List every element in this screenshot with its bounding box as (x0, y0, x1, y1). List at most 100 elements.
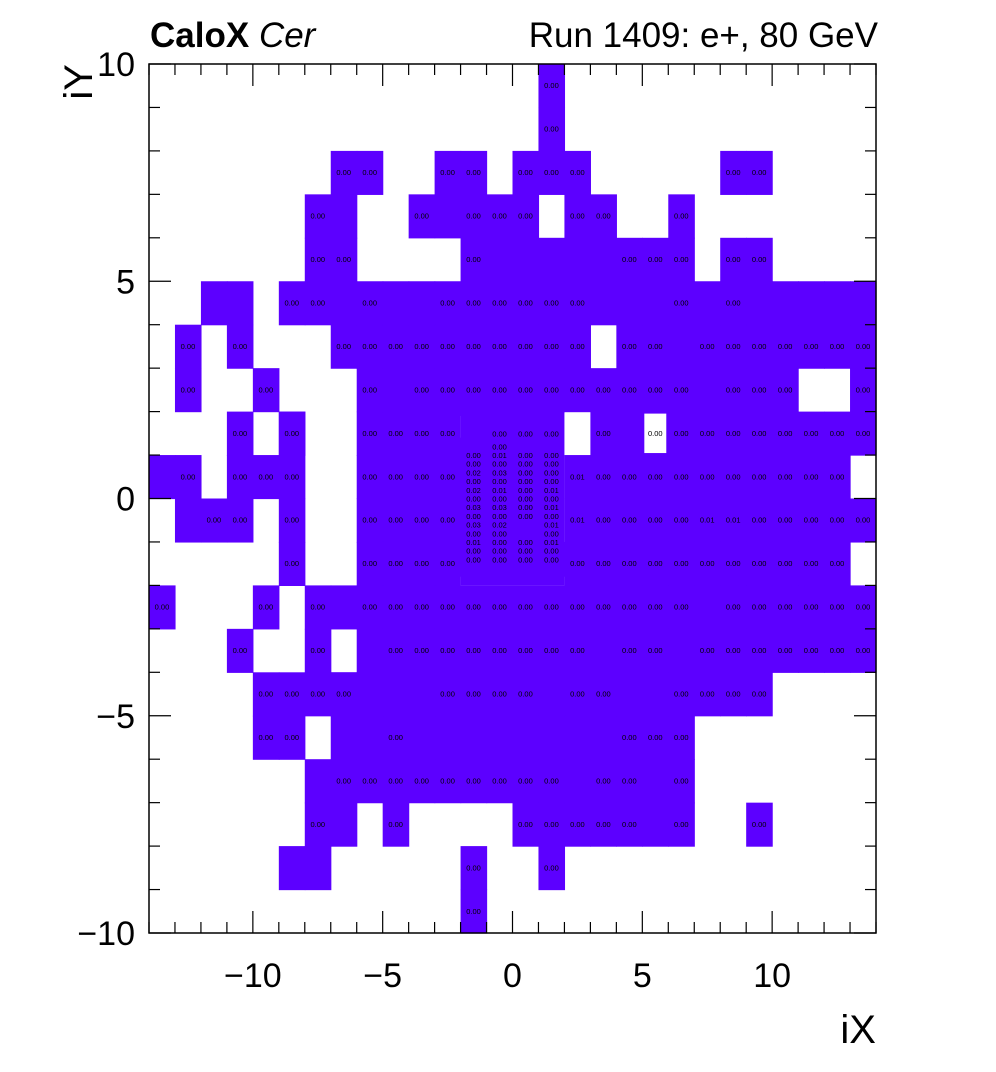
heatmap-cell (408, 715, 436, 760)
cell-label: 0.00 (648, 603, 663, 612)
cell-label: 0.00 (804, 429, 819, 438)
heatmap-cell (408, 541, 436, 586)
cell-label: 0.00 (752, 342, 767, 351)
cell-label: 0.00 (518, 298, 533, 307)
heatmap-cell (330, 802, 358, 847)
heatmap-cell (668, 715, 695, 760)
heatmap-cell (382, 498, 410, 543)
core-cell-label: 0.00 (518, 477, 533, 486)
heatmap-cell (538, 281, 566, 326)
cell-label: 0.00 (622, 255, 637, 264)
cell-label: 0.00 (388, 820, 403, 829)
cell-label: 0.00 (570, 690, 585, 699)
heatmap-cell (512, 194, 540, 239)
cell-label: 0.00 (570, 298, 585, 307)
heatmap-cell (746, 324, 773, 369)
heatmap-cell (772, 411, 799, 456)
heatmap-cell (694, 628, 721, 673)
heatmap-cell (408, 455, 436, 500)
core-cell-label: 0.00 (466, 477, 481, 486)
core-cell-label: 0.00 (518, 451, 533, 460)
cell-label: 0.00 (310, 298, 325, 307)
cell-label: 0.00 (259, 472, 274, 481)
cell-label: 0.00 (544, 820, 559, 829)
heatmap-cell (772, 628, 799, 673)
heatmap-cell (512, 759, 540, 804)
heatmap-cell (278, 498, 306, 543)
heatmap-cell (434, 368, 462, 413)
cell-label: 0.00 (440, 342, 455, 351)
heatmap-cell (720, 455, 747, 500)
heatmap-cell (746, 281, 773, 326)
cell-label: 0.00 (570, 212, 585, 221)
heatmap-cell (538, 802, 566, 847)
heatmap-cell (356, 150, 384, 195)
core-cell-label: 0.02 (492, 521, 507, 530)
cell-label: 0.00 (752, 646, 767, 655)
heatmap-cell (824, 411, 851, 456)
cell-label: 0.00 (362, 342, 377, 351)
heatmap-cell (278, 846, 306, 891)
heatmap-cell (304, 628, 332, 673)
cell-label: 0.00 (544, 298, 559, 307)
cell-label: 0.00 (804, 603, 819, 612)
cell-label: 0.00 (596, 516, 611, 525)
cell-label: 0.00 (466, 863, 481, 872)
cell-label: 0.00 (440, 776, 455, 785)
heatmap-cell (486, 368, 514, 413)
heatmap-cell (642, 455, 669, 500)
heatmap-cell (720, 541, 747, 586)
heatmap-cell (720, 324, 747, 369)
core-region (460, 411, 565, 586)
cell-label: 0.00 (544, 168, 559, 177)
core-cell-label: 0.00 (518, 468, 533, 477)
heatmap-cell (252, 368, 280, 413)
cell-label: 0.00 (648, 342, 663, 351)
heatmap-cell (824, 585, 851, 630)
heatmap-cell (642, 715, 669, 760)
heatmap-cell (590, 455, 617, 500)
cell-label: 0.00 (726, 646, 741, 655)
heatmap-cell (564, 541, 591, 586)
heatmap-cell (668, 237, 695, 282)
heatmap-cell (824, 628, 851, 673)
heatmap-cell (798, 455, 825, 500)
heatmap-cell (564, 324, 591, 369)
cell-label: 0.00 (752, 168, 767, 177)
cell-label: 0.00 (596, 212, 611, 221)
cell-label: 0.00 (674, 603, 689, 612)
cell-label: 0.00 (336, 342, 351, 351)
heatmap-cell (304, 281, 332, 326)
cell-label: 0.00 (544, 776, 559, 785)
heatmap-cell (772, 585, 799, 630)
cell-label: 0.00 (726, 559, 741, 568)
cell-label: 0.00 (414, 342, 429, 351)
heatmap-cell (746, 628, 773, 673)
cell-label: 0.00 (726, 603, 741, 612)
heatmap-cell (616, 759, 643, 804)
cell-label: 0.00 (752, 603, 767, 612)
cell-label: 0.00 (674, 776, 689, 785)
cell-label: 0.00 (570, 646, 585, 655)
ticks-layer: −10 −5 0 5 10 −10 −5 0 5 10 (77, 46, 877, 995)
core-cell-label: 0.00 (466, 451, 481, 460)
heatmap-cell (408, 324, 436, 369)
heatmap-cell (512, 802, 540, 847)
heatmap-cell (356, 715, 384, 760)
heatmap-cell (434, 324, 462, 369)
cell-label: 0.00 (466, 168, 481, 177)
y-axis-label: iY (57, 64, 101, 100)
heatmap-cell (616, 324, 643, 369)
cell-label: 0.00 (440, 298, 455, 307)
core-cell-label: 0.00 (466, 495, 481, 504)
cell-label: 0.00 (726, 168, 741, 177)
cell-label: 0.00 (778, 385, 793, 394)
heatmap-cell (538, 715, 566, 760)
heatmap-cell (798, 281, 825, 326)
heatmap-cell (330, 194, 358, 239)
heatmap-cell (278, 715, 306, 760)
core-cell-label: 0.00 (492, 547, 507, 556)
x-tick-label: −5 (363, 957, 402, 995)
heatmap-cell (642, 628, 669, 673)
core-cell-label: 0.01 (544, 486, 559, 495)
